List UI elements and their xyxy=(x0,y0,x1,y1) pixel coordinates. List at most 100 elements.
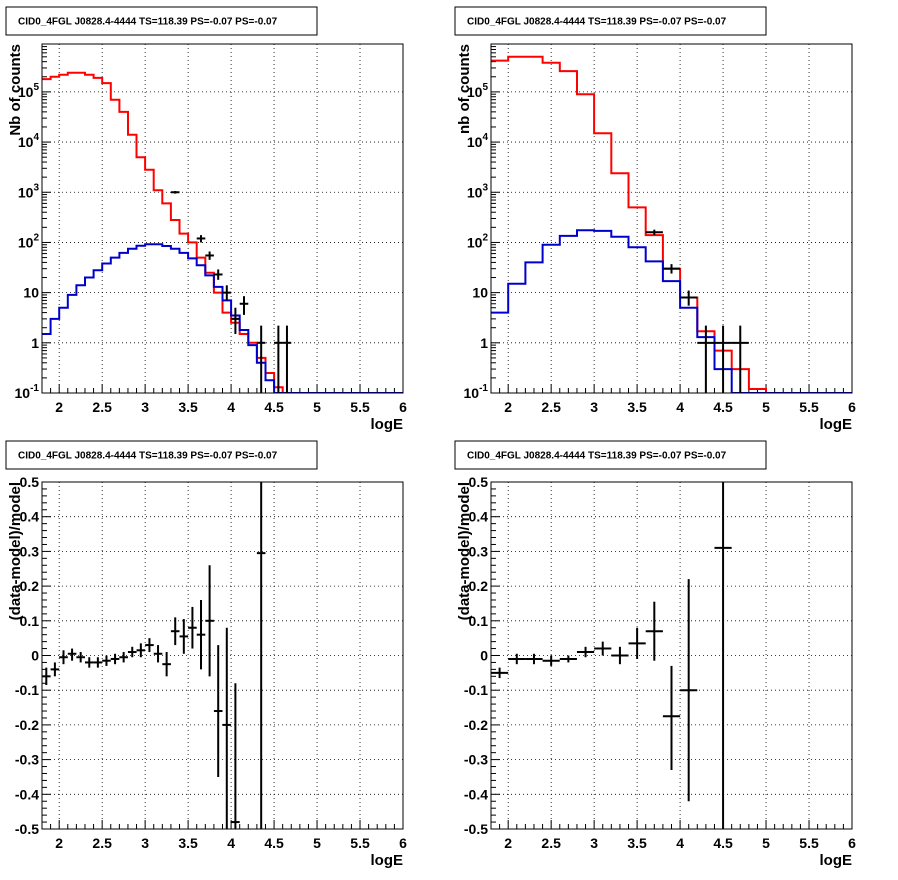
y-tick-label: 1 xyxy=(480,335,488,351)
y-tick-label: -0.2 xyxy=(464,717,488,733)
x-tick-label: 2.5 xyxy=(541,399,561,415)
x-tick-label: 4.5 xyxy=(264,835,284,851)
data-point xyxy=(256,325,266,393)
x-tick-label: 2.5 xyxy=(92,835,112,851)
y-tick-label: 0.5 xyxy=(469,474,489,490)
y-tick-label: -0.5 xyxy=(464,821,488,837)
data-point xyxy=(611,646,629,665)
y-tick-label: 102 xyxy=(18,232,40,250)
x-axis-label: logE xyxy=(371,852,404,869)
x-tick-label: 5 xyxy=(313,835,321,851)
y-tick-label: -0.4 xyxy=(464,786,488,802)
y-tick-label: 0.4 xyxy=(20,509,40,525)
plot-frame xyxy=(490,481,853,830)
x-axis-label: logE xyxy=(820,852,853,869)
chart-title-box xyxy=(454,440,767,470)
x-tick-label: 3 xyxy=(141,835,149,851)
data-point xyxy=(731,325,749,393)
y-tick-label: -0.5 xyxy=(15,821,39,837)
data-point xyxy=(127,646,137,658)
data-point xyxy=(662,665,681,771)
y-tick-label: -0.1 xyxy=(15,682,39,698)
data-point xyxy=(205,565,214,677)
data-point xyxy=(213,645,223,777)
x-tick-label: 2 xyxy=(55,835,63,851)
data-point xyxy=(84,657,94,668)
y-tick-exponent: 5 xyxy=(33,82,39,93)
x-tick-label: 4.5 xyxy=(713,399,733,415)
x-tick-label: 3 xyxy=(590,835,598,851)
data-point xyxy=(714,325,732,393)
data-point xyxy=(102,655,111,666)
plot-area xyxy=(42,71,403,393)
data-point xyxy=(231,307,240,334)
data-point xyxy=(594,641,612,656)
x-tick-label: 2.5 xyxy=(92,399,112,415)
chart-panel-2: CID0_4FGL J0828.4-4444 TS=118.39 PS=-0.0… xyxy=(454,6,856,433)
y-tick-exponent: 5 xyxy=(482,82,488,93)
y-tick-label: 0.3 xyxy=(20,543,40,559)
x-tick-label: 4 xyxy=(227,399,235,415)
data-point xyxy=(628,627,646,659)
x-tick-label: 5.5 xyxy=(799,399,819,415)
chart-panel-3: CID0_4FGL J0828.4-4444 TS=118.39 PS=-0.0… xyxy=(5,440,407,869)
data-point xyxy=(179,619,189,654)
y-tick-exponent: -1 xyxy=(30,383,39,394)
y-axis-label: (data-model)/model xyxy=(456,482,473,620)
data-point xyxy=(645,601,663,661)
grid xyxy=(491,44,852,393)
y-tick-label: 103 xyxy=(18,182,40,200)
y-tick-label: 0.1 xyxy=(20,613,40,629)
chart-title: CID0_4FGL J0828.4-4444 TS=118.39 PS=-0.0… xyxy=(467,17,727,28)
chart-panel-1: CID0_4FGL J0828.4-4444 TS=118.39 PS=-0.0… xyxy=(5,6,407,433)
y-tick-label: 102 xyxy=(467,232,489,250)
y-tick-label: 0.2 xyxy=(469,578,489,594)
model-step-blue xyxy=(491,229,852,393)
plot-area xyxy=(42,482,266,829)
model-step-blue xyxy=(42,243,403,393)
data-point xyxy=(231,683,240,829)
chart-title: CID0_4FGL J0828.4-4444 TS=118.39 PS=-0.0… xyxy=(18,451,278,462)
chart-title-box xyxy=(5,440,318,470)
data-point xyxy=(714,482,732,829)
x-tick-label: 3.5 xyxy=(627,399,647,415)
data-point xyxy=(136,643,146,658)
data-point xyxy=(153,645,163,663)
y-tick-label: -0.1 xyxy=(464,682,488,698)
data-point xyxy=(110,653,120,665)
y-axis-label: Nb of counts xyxy=(7,44,24,136)
x-tick-label: 6 xyxy=(848,835,856,851)
y-tick-label: -0.3 xyxy=(15,752,39,768)
data-point xyxy=(213,269,223,280)
y-tick-label: 0 xyxy=(480,648,488,664)
y-tick-label: 0.4 xyxy=(469,509,489,525)
y-tick-label: -0.4 xyxy=(15,786,39,802)
data-point xyxy=(525,653,543,665)
x-tick-label: 5 xyxy=(762,835,770,851)
y-tick-label: 0.5 xyxy=(20,474,40,490)
data-point xyxy=(162,652,171,677)
y-tick-exponent: 3 xyxy=(482,182,488,193)
y-tick-label: 10-1 xyxy=(464,383,489,401)
data-point xyxy=(67,648,77,661)
x-tick-label: 4.5 xyxy=(713,835,733,851)
y-tick-label: 1 xyxy=(31,335,39,351)
y-tick-label: 10 xyxy=(472,285,488,301)
data-point xyxy=(282,325,292,393)
data-point xyxy=(76,652,85,663)
x-tick-label: 2.5 xyxy=(541,835,561,851)
y-tick-exponent: 4 xyxy=(482,132,488,143)
x-tick-label: 4 xyxy=(676,399,684,415)
data-point xyxy=(239,296,249,315)
y-tick-label: 0.2 xyxy=(20,578,40,594)
data-point xyxy=(93,657,103,668)
y-tick-exponent: 3 xyxy=(33,182,39,193)
data-point xyxy=(50,662,60,677)
x-tick-label: 6 xyxy=(399,399,407,415)
data-point xyxy=(170,190,180,194)
x-tick-label: 3 xyxy=(590,399,598,415)
data-point xyxy=(42,667,51,685)
data-point xyxy=(274,325,283,393)
